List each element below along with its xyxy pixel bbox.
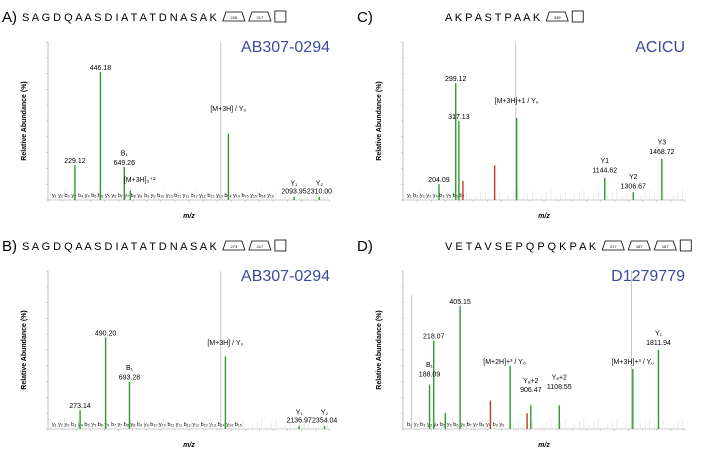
glycan-tag: 217 [248,11,272,22]
svg-text:217: 217 [257,15,264,20]
peak-annotation: 2310.00 [307,188,332,195]
glycan-tag: 187 [627,240,651,251]
x-axis-label: m/z [538,213,550,220]
fragment-ion-labels: y₁ y₂ y₃ b₃ y₄ b₅ y₅ b₆ y₆ b₇ y₇ b₈ y₈ b… [52,422,242,428]
axes [402,271,685,430]
peak-annotation: 649.26 [114,160,136,167]
svg-text:273: 273 [231,244,238,249]
y-axis-label: Relative Abundance (%) [376,81,383,160]
panel-label: A) [2,9,17,26]
x-axis-label: m/z [183,213,195,220]
peak-annotation: Yₐ+2 [523,378,538,385]
peak-annotation: [M+3H] / Y₀ [210,106,246,113]
hexnac-square-icon [274,239,287,252]
panel-label: B) [2,238,17,255]
peak-annotation: 1108.55 [547,384,572,391]
peak-annotation: [M+3H]+³ / Y₀ [612,359,655,366]
peak-annotation: B₁ [426,362,434,369]
svg-text:335: 335 [554,15,561,20]
peak-annotation: Y3 [658,139,667,146]
spectrum-panel-a: A) S A G D Q A A S D I A T A T D N A S A … [0,0,345,225]
peak-annotation: 693.28 [119,375,141,382]
svg-text:226: 226 [231,15,238,20]
y-axis-label: Relative Abundance (%) [21,310,28,389]
peak-annotation: Y₁ [296,409,304,416]
hexnac-square-icon [274,10,287,23]
spectrum-svg: B) S A G D Q A A S D I A T A T D N A S A … [2,238,337,449]
peak-annotation: 906.47 [520,387,542,394]
peak-annotation: 1306.67 [621,184,646,191]
y-axis-label: Relative Abundance (%) [376,310,383,389]
fragment-ion-labels: y₁ b₂ y₂ y₃ y₄ b₃ y₅ b₆ b₇ [407,193,464,199]
peak-annotation: [M+3H]₃⁺² [124,177,156,184]
peptide-sequence: S A G D Q A A S D I A T A T D N A S A K [22,241,218,253]
peak-annotation: 1468.72 [649,149,674,156]
peak-annotation: B₁ [121,150,129,157]
spectrum-panel-d: D) V E T A V S E P Q P Q K P A K 217 187 187… [355,229,700,454]
panel-label: D) [357,238,373,255]
peak-annotation: 299.12 [445,76,467,83]
peak-annotation: Y₂ [316,180,324,187]
peptide-sequence: V E T A V S E P Q P Q K P A K [445,241,597,253]
x-axis-label: m/z [183,442,195,449]
peak-annotation: 405.15 [449,299,471,306]
hexnac-square-icon [679,239,692,252]
fragment-ion-labels: b₂ y₂ b₃ y₃ y₄ b₅ y₅ b₆ y₆ b₇ y₇ b₈ y₈ b… [407,422,504,428]
peak-annotation: 229.12 [64,158,86,165]
panel-label: C) [357,9,373,26]
peak-annotation: Y₂ [321,409,329,416]
peak-annotation: [M+2H]+³ / Y₀ [483,359,526,366]
glycan-tag: 273 [222,240,246,251]
peak-annotation: 188.09 [419,371,441,378]
spectrum-panel-c: C) A K P A S T P A A K 335 ACICU Relative Ab… [355,0,700,225]
peak-annotation: 2354.04 [312,417,337,424]
spectrum-svg: A) S A G D Q A A S D I A T A T D N A S A … [2,9,332,220]
glycan-tag: 226 [222,11,246,22]
peak-annotation: 490.20 [95,330,117,337]
organism-label: D1279779 [611,268,685,285]
spectrum-panel-b: B) S A G D Q A A S D I A T A T D N A S A … [0,229,345,454]
spectrum-svg: C) A K P A S T P A A K 335 ACICU Relative Ab… [357,9,686,220]
spectrum-svg: D) V E T A V S E P Q P Q K P A K 217 187 187… [357,238,692,449]
svg-text:217: 217 [257,244,264,249]
glycan-tag: 217 [601,240,625,251]
peak-annotation: 1811.94 [646,340,671,347]
glycan-tag: 187 [653,240,677,251]
peak-annotation: Y₁ [291,180,299,187]
peak-annotation: Y₁ [655,330,663,337]
svg-text:217: 217 [610,244,617,249]
peak-annotation: 2136.97 [286,417,311,424]
svg-text:187: 187 [662,244,669,249]
peak-annotation: Y1 [600,158,609,165]
organism-label: AB307-0294 [241,268,330,285]
glycan-tag: 335 [545,11,569,22]
y-axis-label: Relative Abundance (%) [21,81,28,160]
peak-annotation: B₁ [126,365,134,372]
peak-annotation: 218.07 [423,334,445,341]
peak-annotation: Yₑ+2 [552,375,567,382]
peak-annotation: 2093.95 [281,188,306,195]
organism-label: ACICU [635,39,685,56]
peptide-sequence: A K P A S T P A A K [445,12,541,24]
peak-annotation: 317.13 [448,114,470,121]
x-axis-label: m/z [538,442,550,449]
peptide-sequence: S A G D Q A A S D I A T A T D N A S A K [22,12,218,24]
peak-annotation: 204.09 [428,177,450,184]
glycan-tag: 217 [248,240,272,251]
peak-annotation: 446.18 [90,65,112,72]
peak-annotation: Y2 [629,174,638,181]
organism-label: AB307-0294 [241,39,330,56]
peak-annotation: [M+3H]+1 / Y₀ [495,98,539,105]
peak-annotation: 1144.62 [592,168,617,175]
hexnac-square-icon [571,10,584,23]
svg-text:187: 187 [636,244,643,249]
peak-annotation: [M+3H] / Y₀ [207,340,243,347]
peak-annotation: 273.14 [69,403,91,410]
